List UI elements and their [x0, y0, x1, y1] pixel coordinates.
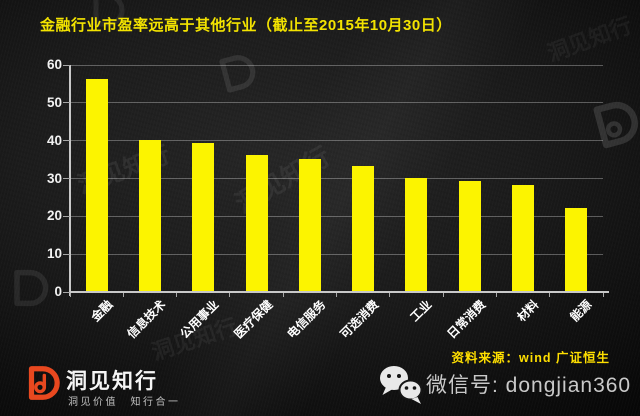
bar-材料 — [512, 185, 535, 291]
x-tick-label: 日常消费 — [444, 297, 489, 342]
gridline — [70, 140, 603, 142]
y-axis-tick — [63, 140, 70, 142]
x-axis-tick — [495, 293, 497, 297]
x-tick-label: 电信服务 — [284, 297, 329, 342]
x-axis-tick — [282, 293, 284, 297]
source-note: 资料来源：wind 广证恒生 — [451, 351, 610, 365]
x-axis-tick — [602, 293, 604, 297]
brand-d-logo-icon — [28, 366, 60, 400]
x-axis-tick — [549, 293, 551, 297]
gridline — [70, 215, 603, 217]
x-tick-label: 材料 — [514, 297, 542, 325]
y-tick-label: 10 — [46, 246, 62, 262]
x-tick-label: 工业 — [407, 297, 435, 325]
bar-工业 — [405, 177, 428, 291]
bar-日常消费 — [458, 181, 481, 291]
brand-name: 洞见知行 — [66, 370, 158, 393]
gridline — [70, 178, 603, 179]
bar-电信服务 — [298, 158, 321, 291]
bar-能源 — [565, 207, 588, 291]
y-tick-label: 0 — [54, 284, 62, 299]
chart-title: 金融行业市盈率远高于其他行业（截止至2015年10月30日） — [40, 17, 452, 34]
wechat-icon — [380, 366, 423, 404]
y-tick-label: 50 — [46, 94, 62, 110]
x-axis-tick — [336, 293, 337, 297]
x-tick-label: 信息技术 — [124, 297, 169, 342]
y-axis-tick — [63, 215, 70, 217]
x-tick-label: 可选消费 — [337, 297, 382, 342]
wechat-account-label: 微信号: dongjian360 — [426, 374, 632, 397]
gridline — [70, 64, 603, 66]
y-axis-tick — [63, 64, 70, 66]
plot-area: 0 10 20 30 40 50 60 金融 信息技术 公用事业 医疗保健 电信服务 可选消费 工业 日常消… — [47, 57, 609, 341]
x-axis-tick — [122, 293, 124, 297]
x-tick-label: 公用事业 — [177, 297, 222, 342]
x-tick-label: 能源 — [567, 297, 595, 325]
watermark-text: 洞见知行 — [543, 12, 636, 67]
y-axis-line — [69, 65, 71, 296]
y-axis-tick — [63, 102, 70, 104]
x-axis-tick — [389, 293, 391, 297]
brand-tagline: 洞见价值 知行合一 — [68, 397, 181, 408]
x-axis-tick — [442, 293, 444, 297]
x-tick-label: 金融 — [88, 297, 115, 325]
bar-信息技术 — [138, 139, 161, 291]
y-tick-label: 40 — [46, 132, 62, 148]
bar-金融 — [85, 79, 108, 291]
x-axis-line — [69, 291, 609, 293]
x-axis-tick — [69, 293, 71, 297]
bar-医疗保健 — [245, 154, 268, 291]
gridline — [70, 253, 603, 255]
y-tick-label: 20 — [46, 208, 62, 224]
bar-可选消费 — [352, 166, 375, 291]
x-axis-tick — [176, 293, 178, 297]
y-tick-label: 60 — [46, 57, 62, 72]
y-axis-tick — [63, 178, 70, 179]
x-axis-tick — [229, 293, 231, 297]
gridline — [70, 102, 603, 104]
y-axis-tick — [63, 253, 70, 255]
y-tick-label: 30 — [46, 170, 62, 186]
x-tick-label: 医疗保健 — [231, 297, 275, 342]
y-axis-tick — [63, 291, 70, 293]
bar-公用事业 — [192, 143, 215, 291]
